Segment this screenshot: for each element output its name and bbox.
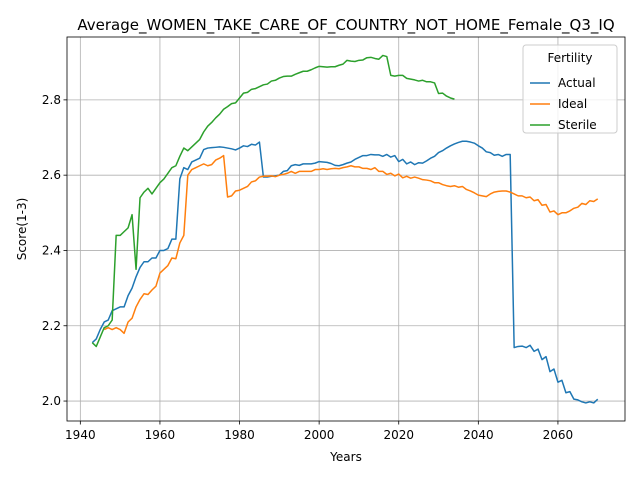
grid-layer (67, 37, 625, 421)
x-tick-label: 1940 (65, 428, 96, 442)
x-tick-label: 2060 (543, 428, 574, 442)
x-axis-label: Years (329, 450, 362, 464)
y-axis-label: Score(1-3) (15, 198, 29, 261)
legend-label: Sterile (558, 118, 597, 132)
legend-box (522, 44, 618, 134)
x-tick-label: 1980 (224, 428, 255, 442)
plot-frame (66, 36, 626, 422)
lines-layer (91, 54, 599, 404)
y-tick-label: 2.4 (42, 243, 61, 257)
legend-title: Fertility (547, 51, 592, 65)
x-tick-label: 2040 (463, 428, 494, 442)
series-line (91, 54, 455, 348)
x-tick-label: 1960 (145, 428, 176, 442)
legend-label: Actual (558, 76, 596, 90)
x-tick-label: 2020 (383, 428, 414, 442)
legend: Fertility Actual Ideal Sterile (522, 44, 618, 134)
y-tick-label: 2.0 (42, 394, 61, 408)
y-tick-label: 2.2 (42, 319, 61, 333)
y-tick-label: 2.8 (42, 93, 61, 107)
y-tick-label: 2.6 (42, 168, 61, 182)
series-line (103, 154, 599, 335)
chart-title: Average_WOMEN_TAKE_CARE_OF_COUNTRY_NOT_H… (77, 16, 614, 35)
series-line (91, 140, 599, 404)
legend-label: Ideal (558, 97, 587, 111)
x-tick-label: 2000 (304, 428, 335, 442)
axes-layer: 1940 1960 1980 2000 2020 2040 2060 2.0 2.2 2.4 2.6… (42, 93, 573, 442)
